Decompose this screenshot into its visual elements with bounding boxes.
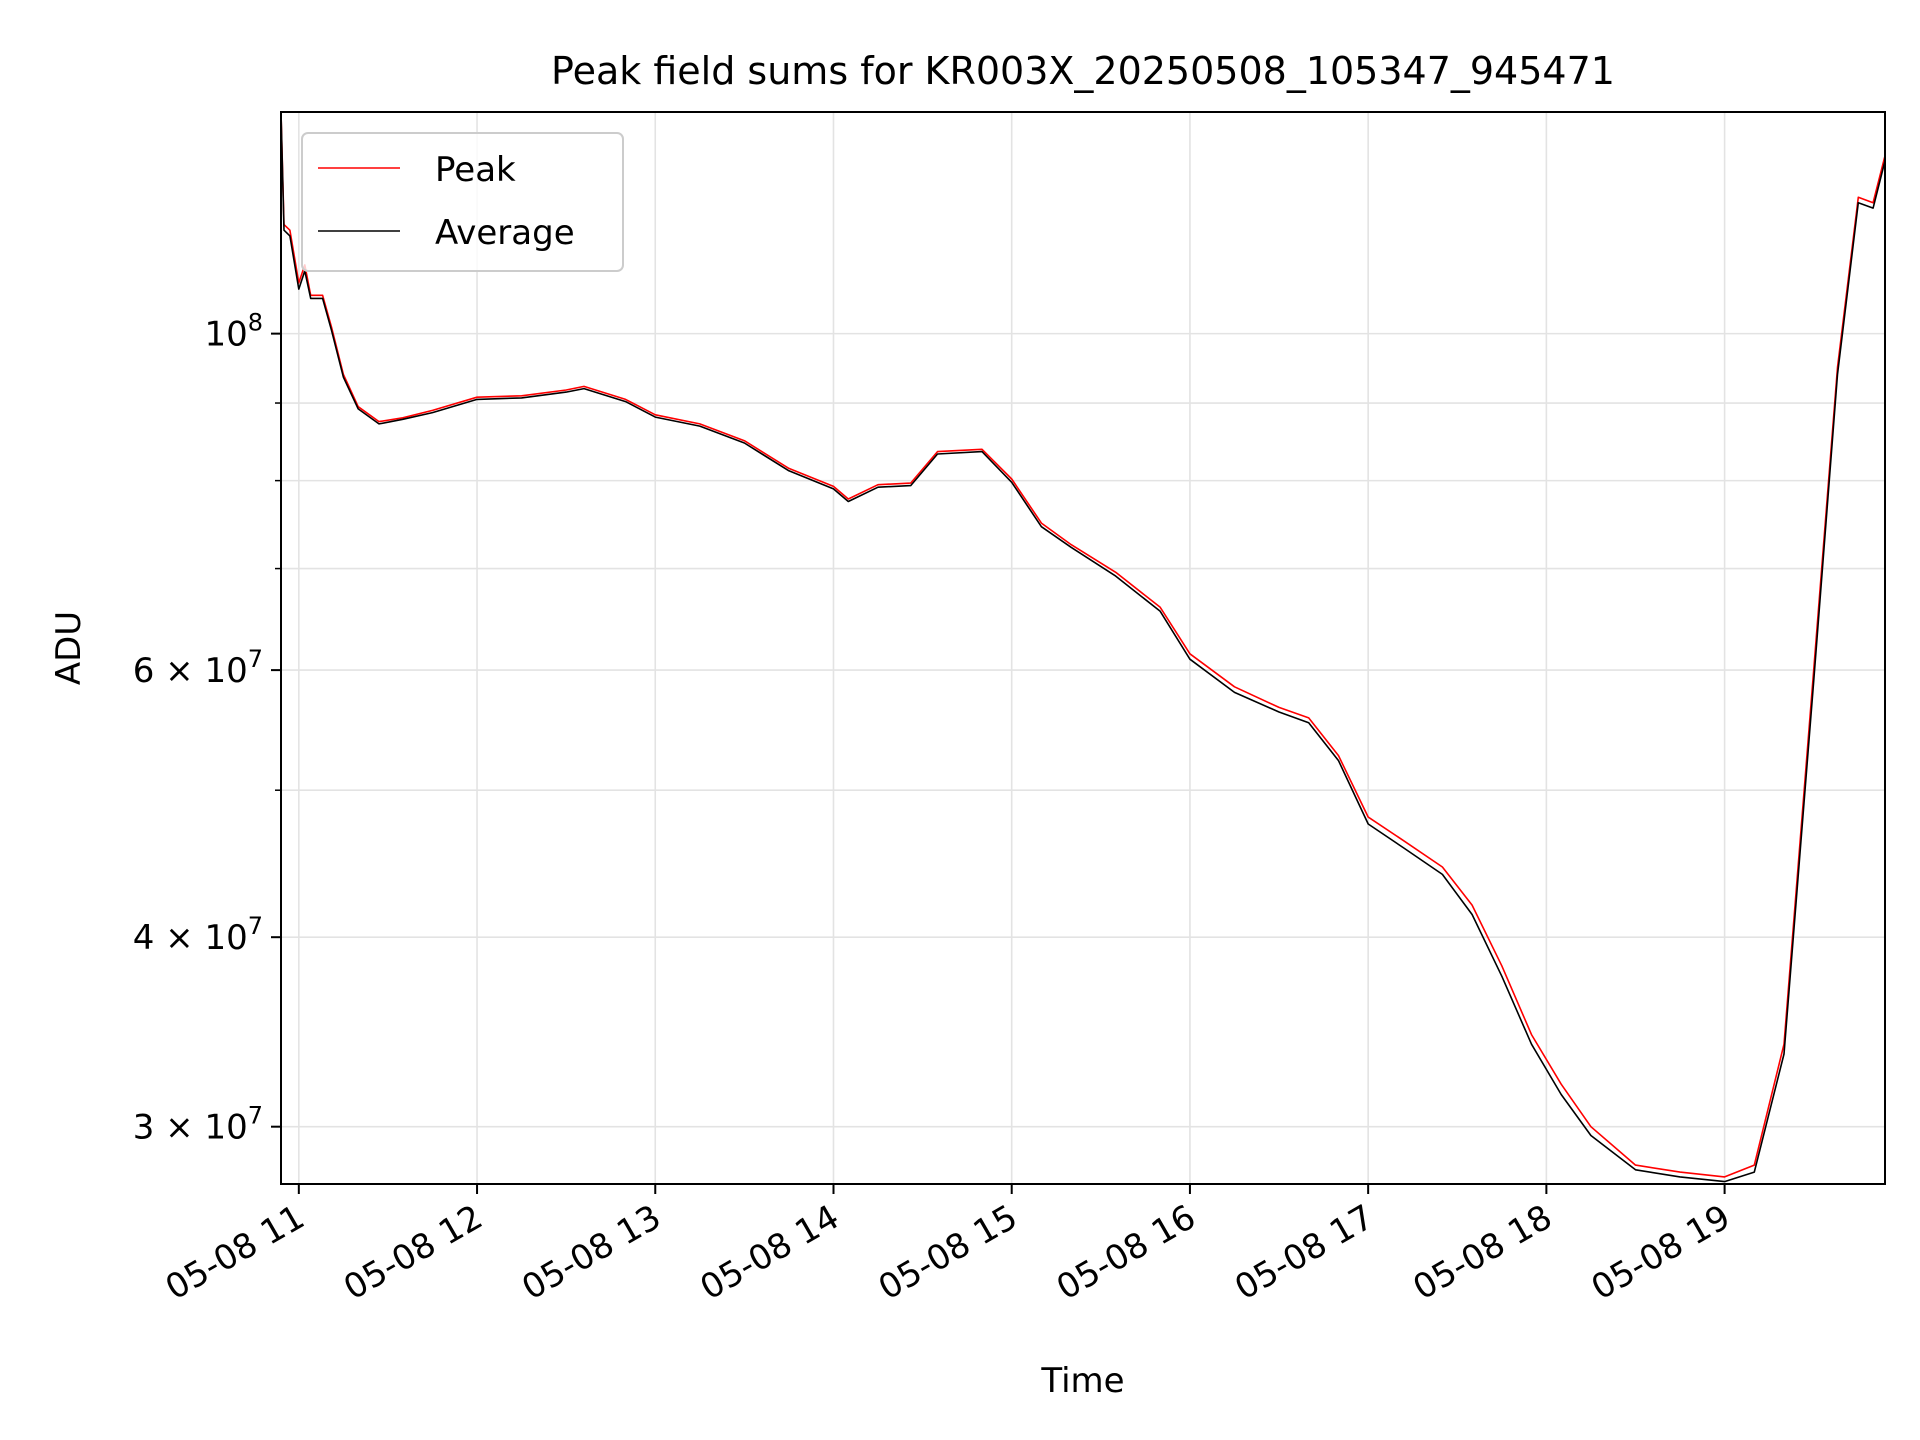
x-tick-label: 05-08 17 [1228,1197,1380,1308]
x-axis-label: Time [1040,1361,1124,1401]
y-tick-mantissa: 4 × 10 [133,918,248,958]
legend-label-peak: Peak [435,150,516,190]
series-line-average [281,112,1885,1183]
x-tick-label: 05-08 19 [1585,1197,1737,1308]
y-tick-exponent: 7 [248,645,263,673]
y-tick-label: 6 × 107 [133,645,263,691]
x-tick-label: 05-08 13 [515,1197,667,1308]
y-tick-exponent: 7 [248,912,263,940]
x-tick-label: 05-08 11 [159,1197,311,1308]
y-tick-exponent: 8 [248,309,263,337]
y-tick-mantissa: 10 [204,315,247,355]
y-tick-exponent: 7 [248,1102,263,1130]
x-tick-label: 05-08 14 [694,1197,846,1308]
x-tick-label: 05-08 12 [337,1197,489,1308]
grid [281,112,1885,1184]
plot-area [281,112,1885,1183]
axes-frame [280,111,1886,1185]
x-tick-label: 05-08 16 [1050,1197,1202,1308]
x-tick-label: 05-08 18 [1406,1197,1558,1308]
x-tick-label: 05-08 15 [872,1197,1024,1308]
y-tick-mantissa: 3 × 10 [133,1108,248,1148]
y-axis-label: ADU [49,611,89,685]
y-tick-label: 3 × 107 [133,1102,263,1148]
legend: Peak Average [301,132,624,272]
chart-title: Peak field sums for KR003X_20250508_1053… [551,49,1615,93]
x-axis: 05-08 11 05-08 12 05-08 13 05-08 14 05-08 15… [159,1184,1737,1308]
y-tick-label: 108 [204,309,263,355]
y-tick-mantissa: 6 × 10 [133,651,248,691]
series-line-peak [281,112,1885,1178]
y-tick-label: 4 × 107 [133,912,263,958]
legend-label-average: Average [435,213,575,253]
